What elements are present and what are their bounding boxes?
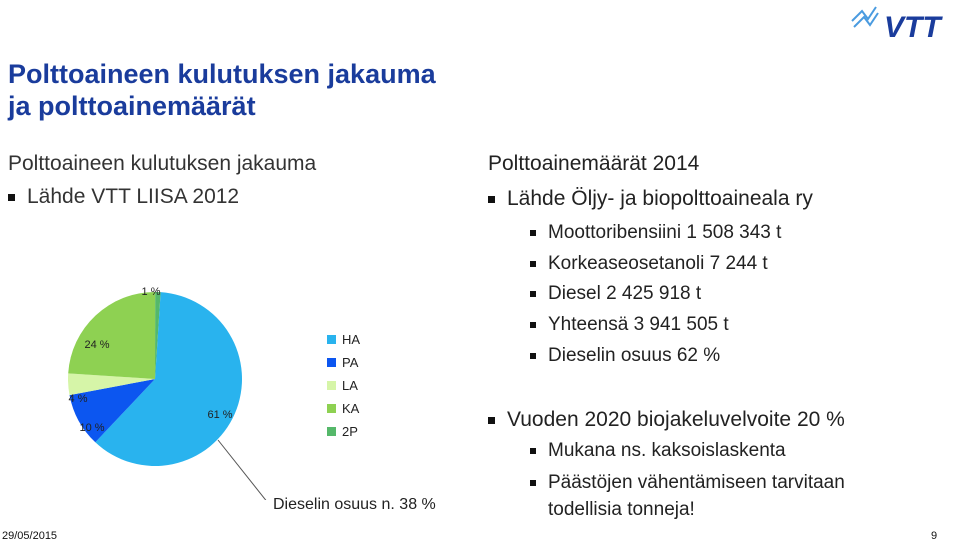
legend-item-2p: 2P [327,424,358,439]
list-item-text: Korkeaseosetanoli 7 244 t [548,253,768,274]
legend-item-la: LA [327,378,358,393]
right-heading: Polttoainemäärät 2014 [488,152,700,175]
bullet-square-icon [530,322,536,328]
data-label-2p: 1 % [142,286,161,298]
list-item-text: Dieselin osuus 62 % [548,345,721,366]
bullet-square-icon [530,353,536,359]
legend-swatch [327,358,336,367]
pie-data-labels: 61 % 10 % 4 % 24 % 1 % [69,286,233,434]
data-label-ka: 24 % [84,339,109,351]
bullet-square-icon [488,195,495,203]
list-item-text: Moottoribensiini 1 508 343 t [548,222,782,243]
list-item-text: Mukana ns. kaksoislaskenta [548,440,786,461]
pie-slice-la [68,373,155,396]
bullet-square-icon [488,416,495,424]
left-source: Lähde VTT LIISA 2012 [8,185,239,209]
right-source: Lähde Öljy- ja biopolttoaineala ry [488,187,813,211]
list-item: Dieselin osuus 62 % [530,345,720,367]
list-item: Diesel 2 425 918 t [530,283,701,305]
target-heading: Vuoden 2020 biojakeluvelvoite 20 % [488,408,845,432]
legend-label: 2P [342,424,358,439]
annotation-pointer-line [217,439,267,500]
bullet-square-icon [530,480,536,486]
legend-label: KA [342,401,360,416]
list-item: Mukana ns. kaksoislaskenta [530,440,786,462]
bullet-square-icon [8,193,15,201]
page-number: 9 [931,530,938,542]
title-line-2: ja polttoainemäärät [8,91,256,121]
list-item: Päästöjen vähentämiseen tarvitaan [530,472,845,494]
chart-legend: HA PA LA KA 2P [327,332,407,452]
footer-date: 29/05/2015 [2,530,58,542]
list-item: Yhteensä 3 941 505 t [530,314,729,336]
list-item: Moottoribensiini 1 508 343 t [530,222,781,244]
bullet-square-icon [530,230,536,236]
list-item-text: Yhteensä 3 941 505 t [548,314,729,335]
legend-label: LA [342,378,358,393]
list-item-text: Diesel 2 425 918 t [548,283,702,304]
pie-slices [68,292,243,466]
legend-item-ha: HA [327,332,360,347]
pie-slice-pa [69,379,155,443]
vtt-logo: VTT [850,3,956,50]
left-heading: Polttoaineen kulutuksen jakauma [8,152,317,175]
chart-annotation: Dieselin osuus n. 38 % [273,496,436,513]
list-item: Korkeaseosetanoli 7 244 t [530,253,768,275]
pie-slice-2p [155,292,161,379]
bullet-square-icon [530,291,536,297]
pie-slice-ha [95,292,243,466]
bullet-square-icon [530,448,536,454]
data-label-pa: 10 % [79,422,104,434]
legend-swatch [327,381,336,390]
list-item-text: Päästöjen vähentämiseen tarvitaan [548,472,845,493]
bullet-square-icon [530,261,536,267]
legend-swatch [327,335,336,344]
legend-swatch [327,427,336,436]
left-source-text: Lähde VTT LIISA 2012 [27,185,240,208]
pie-chart: 61 % 10 % 4 % 24 % 1 % [68,286,267,500]
data-label-ha: 61 % [207,409,232,421]
legend-label: HA [342,332,361,347]
legend-swatch [327,404,336,413]
target-heading-text: Vuoden 2020 biojakeluvelvoite 20 % [507,408,845,431]
logo-text: VTT [884,11,943,44]
pie-slice-ka [68,292,156,379]
legend-item-pa: PA [327,355,358,370]
right-source-text: Lähde Öljy- ja biopolttoaineala ry [507,187,813,210]
title-line-1: Polttoaineen kulutuksen jakauma [8,59,436,89]
data-label-la: 4 % [69,393,88,405]
legend-label: PA [342,355,359,370]
page-title: Polttoaineen kulutuksen jakauma ja poltt… [8,58,508,122]
legend-item-ka: KA [327,401,359,416]
list-item-continuation: todellisia tonneja! [548,499,695,520]
